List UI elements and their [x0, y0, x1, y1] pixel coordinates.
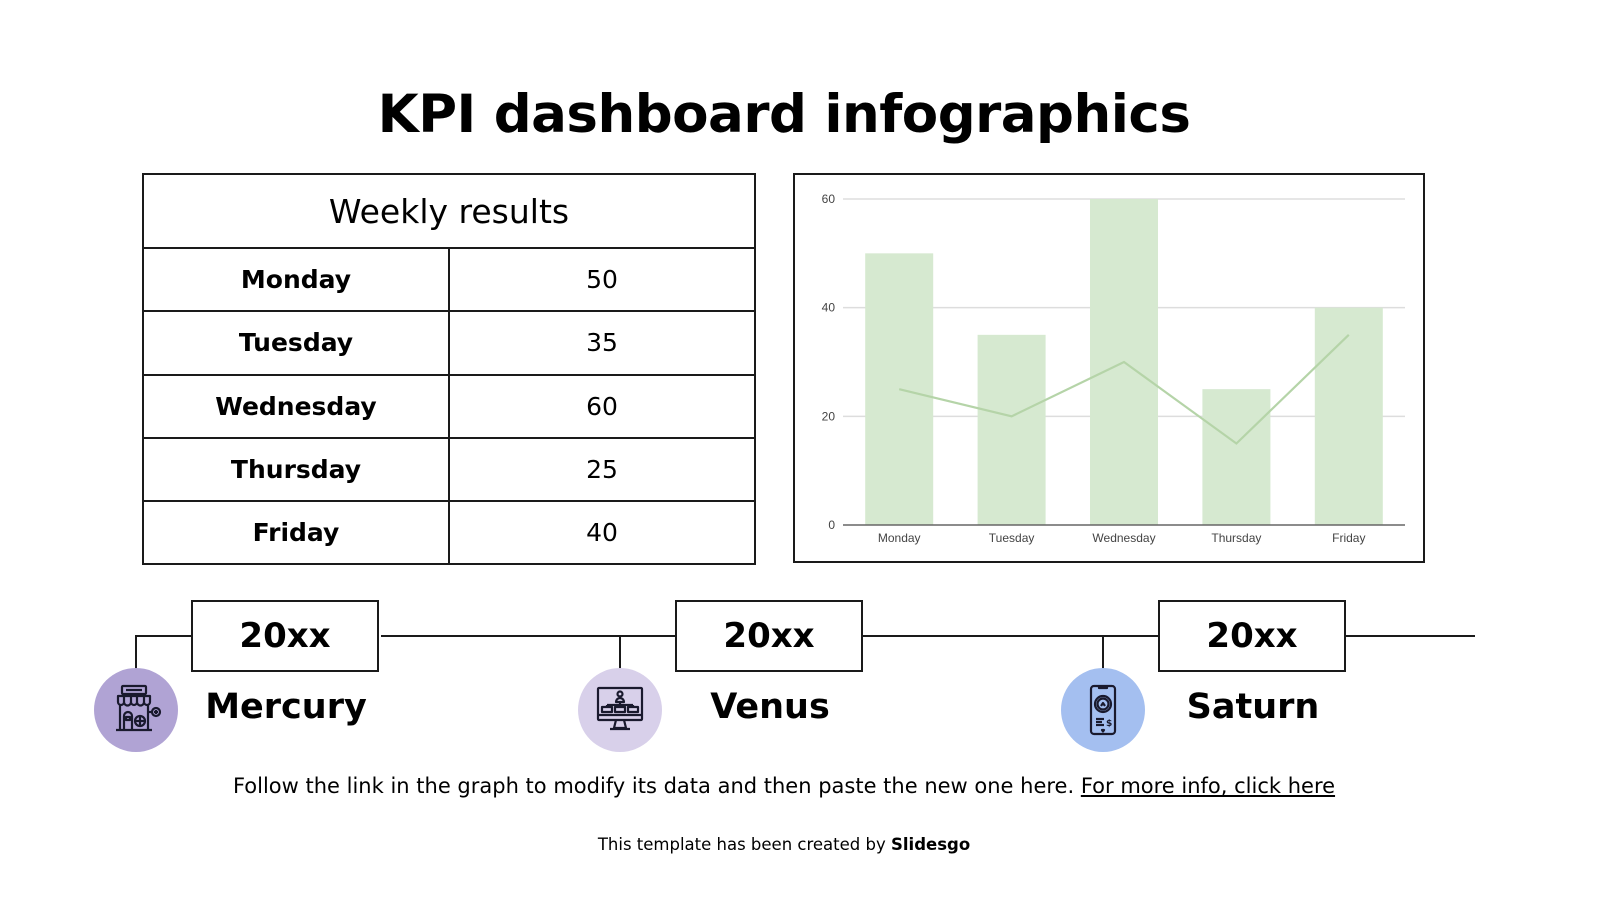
- y-tick-label: 60: [822, 192, 836, 206]
- connector-line: [1102, 635, 1104, 669]
- value-cell: 60: [448, 373, 756, 439]
- value-cell: 25: [448, 436, 756, 502]
- table-row: Wednesday 60: [142, 373, 756, 439]
- day-cell: Monday: [142, 247, 450, 313]
- value-cell: 40: [448, 499, 756, 566]
- value-cell: 35: [448, 310, 756, 376]
- smartphone-clock-payment-icon: $: [1089, 684, 1117, 736]
- y-tick-label: 20: [822, 409, 836, 423]
- table-header: Weekly results: [142, 172, 756, 250]
- credit-text: This template has been created by: [597, 835, 891, 854]
- planet-name: Mercury: [205, 687, 367, 727]
- icon-circle-venus: [578, 668, 662, 752]
- year-label: 20xx: [723, 616, 815, 656]
- table-row: Friday 40: [142, 499, 756, 566]
- brand-name: Slidesgo: [891, 835, 971, 854]
- day-cell: Wednesday: [142, 373, 450, 439]
- y-tick-label: 40: [822, 301, 836, 315]
- bar: [1314, 307, 1383, 525]
- connector-line: [619, 635, 621, 669]
- year-box: 20xx: [191, 600, 379, 672]
- day-cell: Tuesday: [142, 310, 450, 376]
- timeline-line: [381, 635, 1475, 637]
- trend-line: [898, 334, 1350, 445]
- day-cell: Friday: [142, 499, 450, 566]
- icon-circle-mercury: [94, 668, 178, 752]
- value-cell: 50: [448, 247, 756, 313]
- credit-line: This template has been created by Slides…: [0, 835, 1568, 854]
- icon-circle-saturn: $: [1061, 668, 1145, 752]
- bar: [977, 334, 1046, 525]
- year-box: 20xx: [675, 600, 863, 672]
- connector-line: [135, 635, 137, 669]
- connector-line: [135, 635, 192, 637]
- svg-text:$: $: [1106, 719, 1112, 729]
- year-label: 20xx: [239, 616, 331, 656]
- x-tick-label: Thursday: [1211, 531, 1261, 545]
- x-tick-label: Tuesday: [989, 531, 1035, 545]
- chart-container[interactable]: 0 20 40 60 Monday Tuesday Wednesday Thursday Fri…: [793, 173, 1425, 563]
- page-title: KPI dashboard infographics: [377, 84, 1191, 145]
- connector-line: [619, 635, 676, 637]
- table-row: Tuesday 35: [142, 310, 756, 376]
- table-row: Thursday 25: [142, 436, 756, 502]
- day-cell: Thursday: [142, 436, 450, 502]
- planet-name: Venus: [710, 687, 830, 727]
- x-tick-label: Monday: [878, 531, 921, 545]
- note-text: Follow the link in the graph to modify i…: [232, 774, 1081, 798]
- planet-name: Saturn: [1186, 687, 1320, 727]
- x-tick-label: Wednesday: [1092, 531, 1155, 545]
- bar: [1202, 389, 1271, 525]
- table-row: Monday 50: [142, 247, 756, 313]
- instruction-note: Follow the link in the graph to modify i…: [0, 774, 1568, 798]
- year-label: 20xx: [1206, 616, 1298, 656]
- monitor-hierarchy-icon: [596, 686, 644, 731]
- more-info-link[interactable]: For more info, click here: [1080, 774, 1336, 798]
- x-tick-label: Friday: [1332, 531, 1365, 545]
- connector-line: [1102, 635, 1159, 637]
- store-icon: [116, 684, 162, 732]
- year-box: 20xx: [1158, 600, 1346, 672]
- y-tick-label: 0: [828, 518, 835, 532]
- weekly-results-table: Weekly results Monday 50 Tuesday 35 Wedn…: [142, 172, 756, 566]
